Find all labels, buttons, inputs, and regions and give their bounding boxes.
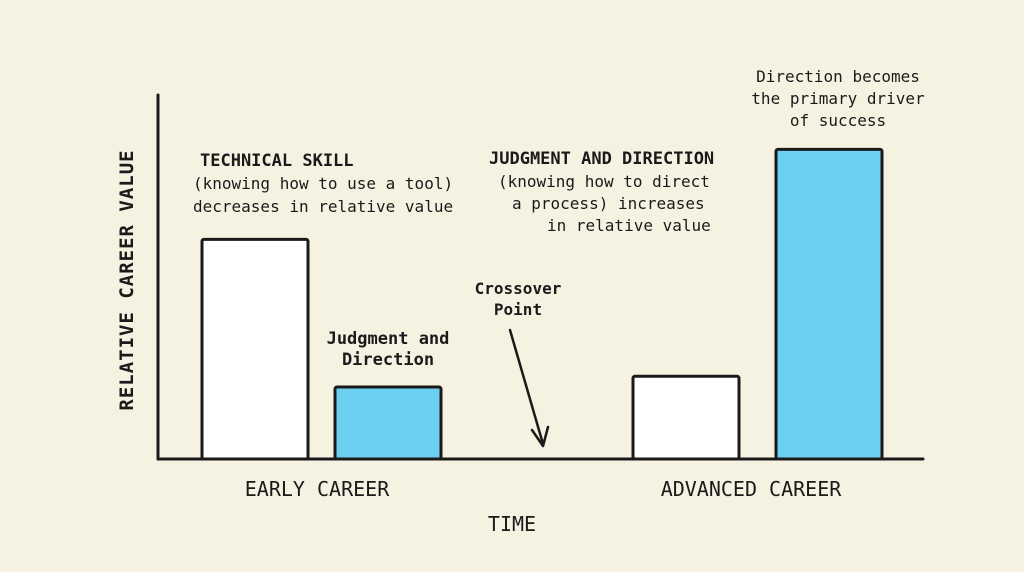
x-category-advanced: ADVANCED CAREER xyxy=(660,477,842,501)
direction-note-1: Direction becomes xyxy=(756,67,920,86)
y-axis-label: RELATIVE CAREER VALUE xyxy=(116,149,138,411)
crossover-arrow xyxy=(508,328,550,448)
judgment-direction-title: JUDGMENT AND DIRECTION xyxy=(489,149,715,169)
bars-group xyxy=(200,147,884,461)
bar-label-judgment-1: Judgment and xyxy=(326,329,450,349)
technical-skill-desc-1: (knowing how to use a tool) xyxy=(193,174,454,193)
direction-note-3: of success xyxy=(789,111,887,130)
x-axis-label: TIME xyxy=(487,512,537,536)
bar-label-judgment-2: Direction xyxy=(341,350,435,370)
bar-judgment-and-direction-advanced xyxy=(774,147,884,461)
judgment-direction-desc-2: a process) increases xyxy=(512,194,705,213)
technical-skill-desc-2: decreases in relative value xyxy=(193,197,454,216)
x-category-early: EARLY CAREER xyxy=(244,477,390,501)
bar-technical-skill-advanced xyxy=(631,374,741,461)
judgment-direction-desc-1: (knowing how to direct xyxy=(498,172,710,191)
crossover-label-2: Point xyxy=(493,300,543,319)
technical-skill-title: TECHNICAL SKILL xyxy=(200,151,354,171)
bar-technical-skill-early xyxy=(200,237,310,461)
crossover-label-1: Crossover xyxy=(474,279,562,298)
judgment-direction-desc-3: in relative value xyxy=(547,216,711,235)
bar-judgment-and-direction-early xyxy=(333,385,443,461)
direction-note-2: the primary driver xyxy=(751,89,925,108)
